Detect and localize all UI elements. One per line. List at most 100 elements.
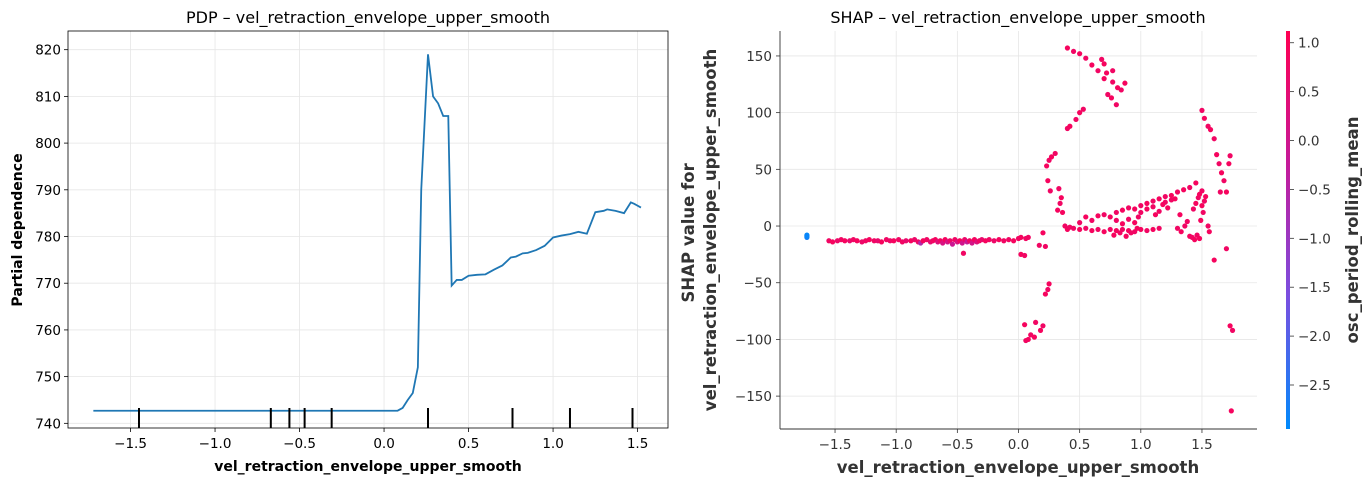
shap-point	[1214, 152, 1220, 158]
colorbar-label: osc_period_rolling_mean	[1343, 117, 1362, 344]
shap-point	[1150, 204, 1156, 210]
shap-point	[903, 238, 909, 244]
shap-point	[1223, 189, 1230, 195]
colorbar-ticks: 1.0 0.5 0.0 −0.5 −1.0 −1.5 −2.0 −2.5	[1290, 36, 1331, 394]
shap-point	[1006, 237, 1012, 243]
shap-y-axis-label-line1: SHAP value for	[679, 162, 698, 302]
shap-point	[1048, 154, 1055, 160]
shap-point	[1216, 161, 1222, 167]
shap-point	[1199, 188, 1205, 194]
shap-point	[1125, 216, 1132, 222]
shap-point	[1138, 209, 1144, 216]
shap-point	[1123, 233, 1129, 239]
shap-point	[1117, 230, 1123, 236]
shap-point	[991, 238, 997, 244]
shap-point	[1138, 203, 1144, 209]
shap-y-axis-label: SHAP value for vel_retraction_envelope_u…	[679, 49, 720, 411]
pdp-title: PDP – vel_retraction_envelope_upper_smoo…	[186, 8, 550, 28]
pdp-axes-frame	[67, 30, 669, 429]
shap-point	[1095, 226, 1101, 233]
pdp-x-axis-label: vel_retraction_envelope_upper_smooth	[214, 459, 521, 475]
shap-point	[1070, 225, 1077, 231]
shap-point	[1099, 56, 1105, 62]
colorbar-tick-label: −2.0	[1298, 329, 1331, 345]
shap-point	[1108, 95, 1115, 101]
shap-title: SHAP – vel_retraction_envelope_upper_smo…	[830, 8, 1205, 28]
shap-y-ticks: −150 −100 −50 0 50 100 150	[735, 49, 780, 405]
shap-point	[1152, 212, 1159, 218]
shap-point	[1101, 61, 1107, 67]
shap-point	[1150, 226, 1156, 233]
shap-point	[1107, 226, 1113, 233]
shap-point	[1174, 225, 1181, 231]
shap-point	[1040, 230, 1046, 236]
shap-point	[878, 239, 885, 245]
pdp-rug	[137, 408, 634, 428]
shap-point	[1135, 214, 1141, 220]
shap-point	[1045, 286, 1051, 293]
shap-point	[1105, 91, 1111, 98]
shap-point	[1207, 127, 1214, 133]
shap-y-tick-label: −50	[744, 276, 773, 292]
shap-point	[854, 238, 860, 244]
shap-point	[1144, 206, 1150, 212]
shap-point	[1190, 206, 1196, 212]
shap-point	[1033, 319, 1039, 326]
shap-point	[1226, 161, 1232, 167]
shap-point	[1203, 193, 1209, 200]
shap-point	[1022, 252, 1028, 259]
shap-point	[1055, 207, 1061, 213]
shap-point	[1044, 163, 1050, 169]
shap-y-tick-label: 50	[755, 162, 772, 178]
pdp-x-tick-label: 0.0	[373, 436, 394, 452]
shap-point	[1110, 79, 1116, 85]
shap-y-tick-label: 100	[746, 106, 772, 122]
shap-point	[1119, 221, 1126, 227]
shap-point	[1182, 223, 1188, 229]
shap-point	[1111, 232, 1117, 238]
shap-point	[887, 238, 893, 244]
shap-y-tick-label: −150	[735, 389, 772, 405]
pdp-y-tick-label: 770	[35, 276, 61, 292]
shap-point	[1168, 192, 1174, 199]
shap-point	[1101, 212, 1107, 218]
shap-y-tick-label: 0	[763, 219, 772, 235]
shap-point	[1107, 214, 1113, 220]
shap-point	[1042, 243, 1049, 250]
shap-point	[1201, 115, 1208, 121]
shap-point	[1083, 214, 1089, 220]
shap-point	[1058, 195, 1064, 201]
shap-y-tick-label: −100	[735, 332, 772, 348]
shap-point	[1052, 150, 1058, 157]
shap-point	[891, 238, 897, 244]
shap-point	[1077, 51, 1083, 57]
shap-point	[986, 237, 992, 243]
shap-point	[1073, 116, 1079, 123]
shap-point	[1165, 205, 1171, 211]
shap-point	[1144, 227, 1150, 234]
shap-point	[949, 241, 956, 247]
shap-points	[804, 45, 1236, 414]
shap-point	[1077, 220, 1083, 226]
shap-point	[1056, 186, 1062, 192]
shap-point	[1172, 196, 1178, 202]
pdp-y-ticks: 740 750 760 770 780 790 800 810 820	[35, 43, 68, 432]
shap-point	[1192, 237, 1198, 243]
shap-point	[1156, 196, 1162, 202]
shap-point	[1077, 110, 1083, 116]
shap-point	[1156, 225, 1162, 231]
shap-point	[1045, 178, 1051, 184]
pdp-y-tick-label: 780	[35, 230, 61, 246]
shap-point	[1022, 322, 1028, 328]
shap-point	[1113, 209, 1119, 216]
shap-point	[829, 239, 836, 245]
shap-x-tick-label: −1.5	[819, 437, 852, 453]
shap-point	[1011, 238, 1017, 244]
shap-point	[1089, 217, 1095, 223]
shap-point	[1199, 107, 1205, 113]
colorbar-tick-label: −2.5	[1298, 378, 1331, 394]
shap-point	[1025, 336, 1031, 343]
shap-point	[1031, 334, 1037, 340]
pdp-x-tick-label: −1.5	[114, 436, 147, 452]
